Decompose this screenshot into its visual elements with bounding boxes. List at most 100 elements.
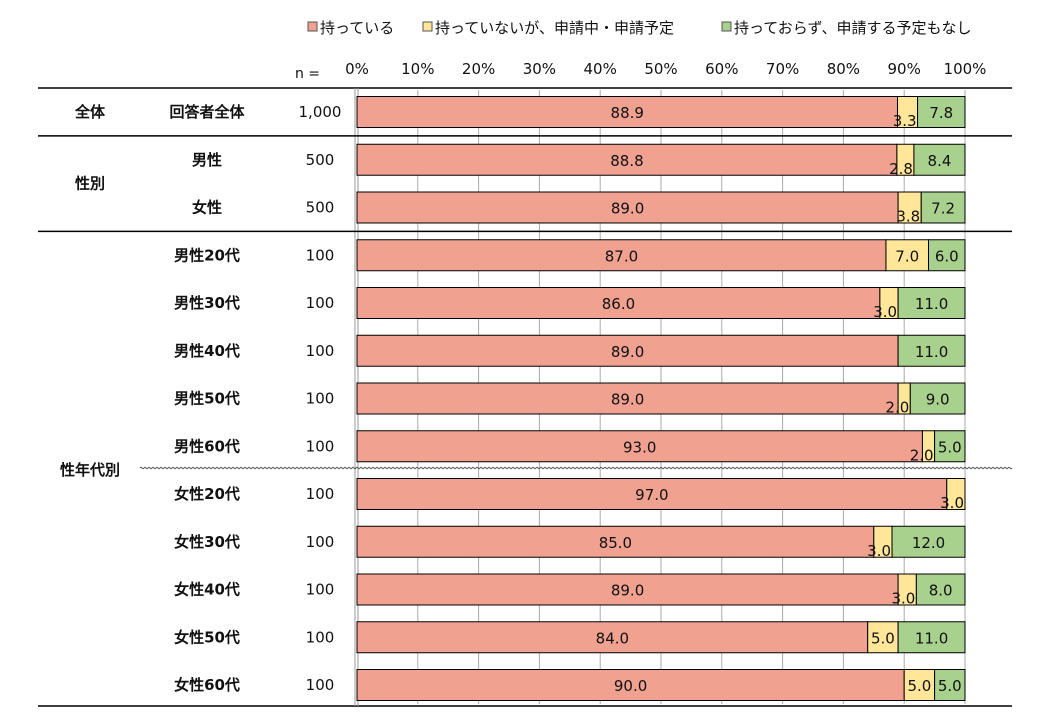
bar-segment-2 bbox=[885, 239, 930, 272]
row-label: 女性40代 bbox=[174, 581, 240, 599]
bar-segment-3 bbox=[897, 621, 966, 654]
row-n: 100 bbox=[306, 485, 335, 503]
row-label: 男性20代 bbox=[174, 246, 240, 264]
group-label: 性別 bbox=[75, 175, 105, 193]
data-label: 5.0 bbox=[871, 629, 895, 647]
bar-segment-3 bbox=[917, 96, 966, 128]
tick-label: 90% bbox=[888, 60, 921, 78]
tick-label: 30% bbox=[523, 60, 556, 78]
legend-swatch-1 bbox=[307, 21, 318, 32]
row-n: 500 bbox=[306, 199, 335, 217]
n-label: n = bbox=[295, 66, 320, 82]
data-label: 85.0 bbox=[599, 534, 632, 552]
data-label: 3.3 bbox=[893, 112, 917, 130]
data-label: 9.0 bbox=[926, 391, 950, 409]
row-n: 100 bbox=[306, 342, 335, 360]
data-label: 11.0 bbox=[915, 295, 948, 313]
data-label: 89.0 bbox=[611, 391, 644, 409]
legend-label-3: 持っておらず、申請する予定もなし bbox=[734, 19, 971, 37]
bar-segment-1 bbox=[356, 287, 881, 319]
bar-segment-1 bbox=[356, 669, 905, 701]
data-label: 97.0 bbox=[635, 486, 668, 504]
bar-segment-2 bbox=[903, 669, 936, 701]
bar-segment-2 bbox=[946, 478, 966, 510]
bar-segment-1 bbox=[356, 382, 899, 415]
data-label: 3.0 bbox=[867, 542, 891, 560]
row-label: 男性 bbox=[192, 151, 222, 169]
data-label: 8.4 bbox=[928, 152, 952, 170]
bar-segment-1 bbox=[356, 239, 887, 272]
row-n: 100 bbox=[306, 581, 335, 599]
row-label: 女性 bbox=[192, 199, 222, 217]
row-n: 500 bbox=[306, 151, 335, 169]
row-n: 100 bbox=[306, 533, 335, 551]
tick-label: 0% bbox=[345, 60, 369, 78]
row-n: 1,000 bbox=[299, 103, 342, 121]
row-label: 女性60代 bbox=[174, 676, 240, 694]
bar-segment-1 bbox=[356, 478, 948, 510]
tick-label: 20% bbox=[462, 60, 495, 78]
data-label: 6.0 bbox=[935, 247, 959, 265]
bar-segment-3 bbox=[934, 669, 966, 701]
data-label: 2.0 bbox=[910, 446, 934, 464]
legend-label-2: 持っていないが、申請中・申請予定 bbox=[435, 19, 674, 37]
tick-label: 40% bbox=[584, 60, 617, 78]
data-label: 88.9 bbox=[611, 104, 644, 122]
bar-segment-3 bbox=[913, 143, 966, 176]
data-label: 89.0 bbox=[611, 343, 644, 361]
data-label: 3.8 bbox=[896, 208, 920, 226]
bar-segment-1 bbox=[356, 573, 899, 606]
row-label: 女性50代 bbox=[174, 628, 240, 646]
data-label: 3.0 bbox=[892, 590, 916, 608]
bar-segment-2 bbox=[867, 621, 899, 654]
data-label: 7.2 bbox=[931, 200, 955, 218]
data-label: 87.0 bbox=[605, 247, 638, 265]
bar-segment-3 bbox=[909, 382, 966, 415]
tick-label: 10% bbox=[401, 60, 434, 78]
legend-swatch-2 bbox=[422, 21, 433, 32]
data-label: 90.0 bbox=[614, 677, 647, 695]
data-label: 11.0 bbox=[915, 629, 948, 647]
data-label: 88.8 bbox=[610, 152, 643, 170]
bar-segment-3 bbox=[920, 191, 966, 224]
tick-label: 70% bbox=[766, 60, 799, 78]
legend-swatch-3 bbox=[721, 21, 732, 32]
row-label: 男性40代 bbox=[174, 342, 240, 360]
bar-segment-3 bbox=[897, 334, 966, 367]
bar-segment-1 bbox=[356, 430, 923, 463]
data-label: 11.0 bbox=[915, 343, 948, 361]
bar-segment-3 bbox=[934, 430, 966, 463]
row-n: 100 bbox=[306, 676, 335, 694]
bar-segment-1 bbox=[356, 525, 875, 558]
row-label: 女性20代 bbox=[174, 485, 240, 503]
bar-segment-3 bbox=[915, 573, 966, 606]
data-label: 12.0 bbox=[912, 534, 945, 552]
row-n: 100 bbox=[306, 246, 335, 264]
bar-segment-3 bbox=[928, 239, 966, 272]
data-label: 89.0 bbox=[611, 200, 644, 218]
tick-label: 80% bbox=[827, 60, 860, 78]
data-label: 5.0 bbox=[938, 438, 962, 456]
row-label: 回答者全体 bbox=[169, 103, 245, 121]
data-label: 7.8 bbox=[929, 104, 953, 122]
row-n: 100 bbox=[306, 294, 335, 312]
bar-segment-3 bbox=[891, 525, 966, 558]
legend-label-1: 持っている bbox=[320, 19, 394, 37]
bar-segment-1 bbox=[356, 621, 869, 654]
data-label: 8.0 bbox=[929, 582, 953, 600]
row-n: 100 bbox=[306, 390, 335, 408]
gender-separator-wavy bbox=[139, 466, 1013, 470]
bar-segment-1 bbox=[356, 143, 898, 176]
data-label: 7.0 bbox=[895, 247, 919, 265]
data-label: 86.0 bbox=[602, 295, 635, 313]
data-label: 89.0 bbox=[611, 582, 644, 600]
data-label: 5.0 bbox=[938, 677, 962, 695]
tick-label: 60% bbox=[705, 60, 738, 78]
row-label: 男性60代 bbox=[174, 437, 240, 455]
row-label: 女性30代 bbox=[174, 533, 240, 551]
data-label: 5.0 bbox=[907, 677, 931, 695]
data-label: 3.0 bbox=[873, 303, 897, 321]
bar-segment-1 bbox=[356, 334, 899, 367]
data-label: 84.0 bbox=[596, 629, 629, 647]
data-label: 2.8 bbox=[889, 160, 913, 178]
